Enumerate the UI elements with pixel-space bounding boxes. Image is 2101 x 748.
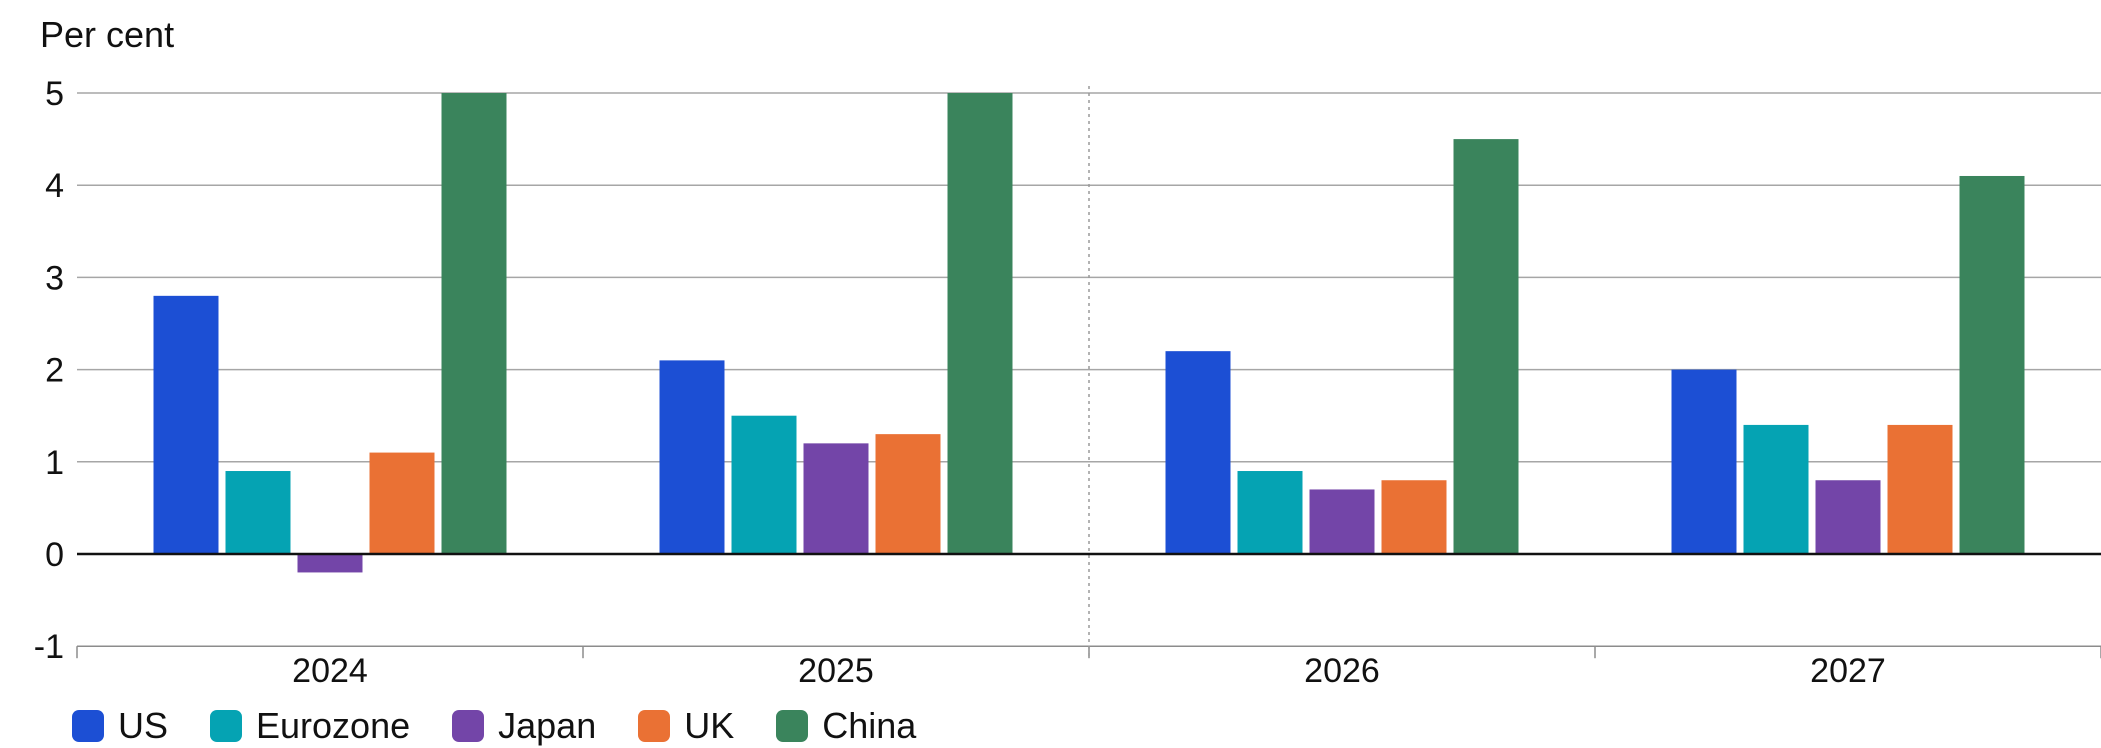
legend-label-uk: UK bbox=[684, 705, 735, 746]
y-tick-label: 4 bbox=[45, 167, 64, 205]
bar-china-2026 bbox=[1453, 139, 1519, 554]
bar-us-2024 bbox=[153, 295, 219, 554]
legend-item-china: China bbox=[776, 705, 916, 747]
y-tick-label: 1 bbox=[45, 444, 64, 482]
bar-us-2025 bbox=[659, 360, 725, 554]
legend-item-uk: UK bbox=[638, 705, 734, 747]
y-tick-label: 0 bbox=[45, 536, 64, 574]
legend-swatch-japan bbox=[452, 710, 485, 742]
bar-uk-2025 bbox=[875, 434, 941, 554]
legend-label-eurozone: Eurozone bbox=[256, 705, 411, 746]
x-tick-label: 2026 bbox=[1304, 652, 1380, 690]
bar-japan-2024 bbox=[297, 554, 363, 573]
legend-label-us: US bbox=[118, 705, 169, 746]
bar-eurozone-2024 bbox=[225, 471, 291, 554]
y-tick-label: 3 bbox=[45, 259, 64, 297]
legend-swatch-china bbox=[776, 710, 809, 742]
y-tick-label: 5 bbox=[45, 75, 64, 113]
legend: US Eurozone Japan UK China bbox=[72, 704, 958, 748]
legend-item-us: US bbox=[72, 705, 168, 747]
legend-swatch-us bbox=[72, 710, 104, 742]
bar-uk-2027 bbox=[1887, 424, 1953, 554]
bar-us-2026 bbox=[1165, 351, 1231, 554]
bar-eurozone-2025 bbox=[731, 415, 797, 554]
bar-uk-2024 bbox=[369, 452, 435, 554]
bar-japan-2027 bbox=[1815, 480, 1881, 554]
bar-eurozone-2026 bbox=[1237, 471, 1303, 554]
x-tick-label: 2027 bbox=[1810, 652, 1886, 690]
bar-us-2027 bbox=[1671, 369, 1737, 554]
y-tick-label: 2 bbox=[45, 352, 64, 390]
bar-uk-2026 bbox=[1381, 480, 1447, 554]
y-tick-label: -1 bbox=[34, 628, 64, 666]
y-axis-label: Per cent bbox=[40, 14, 175, 55]
bar-china-2025 bbox=[947, 93, 1013, 554]
x-tick-label: 2025 bbox=[798, 652, 874, 690]
legend-item-japan: Japan bbox=[452, 705, 596, 747]
bar-japan-2025 bbox=[803, 443, 869, 554]
legend-swatch-eurozone bbox=[210, 710, 243, 742]
bar-eurozone-2027 bbox=[1743, 424, 1809, 554]
x-tick-label: 2024 bbox=[292, 652, 368, 690]
legend-label-japan: Japan bbox=[498, 705, 597, 746]
legend-swatch-uk bbox=[638, 710, 671, 742]
bar-china-2027 bbox=[1959, 175, 2025, 555]
legend-item-eurozone: Eurozone bbox=[210, 705, 410, 747]
legend-label-china: China bbox=[822, 705, 917, 746]
bar-japan-2026 bbox=[1309, 489, 1375, 554]
bar-china-2024 bbox=[441, 93, 507, 554]
